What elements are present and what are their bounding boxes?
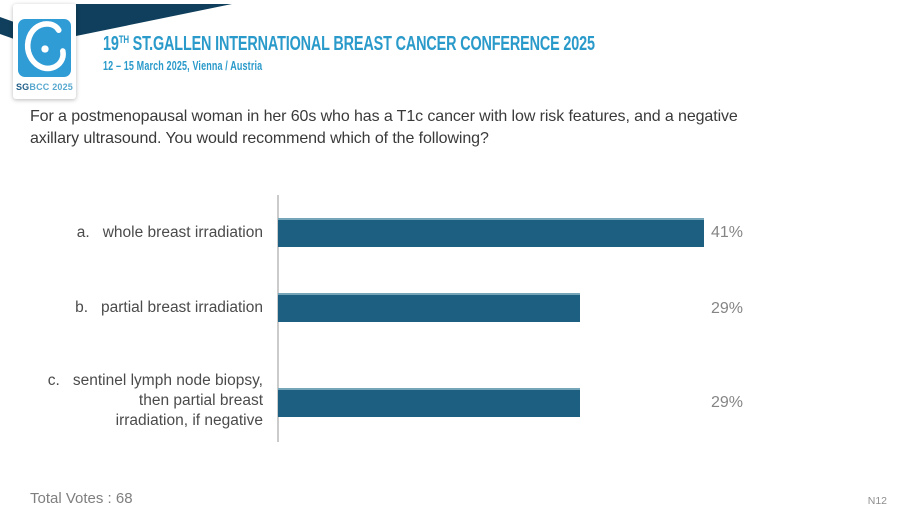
option-label-b: b. partial breast irradiation (75, 298, 263, 318)
slide-number: N12 (867, 495, 887, 507)
value-label-c: 29% (711, 394, 744, 411)
logo-wordmark: SGBCC 2025 (13, 82, 76, 92)
conference-title: 19TH ST.GALLEN INTERNATIONAL BREAST CANCE… (103, 33, 595, 56)
question-line-2: axillary ultrasound. You would recommend… (30, 130, 489, 147)
option-text-line: sentinel lymph node biopsy, (72, 372, 263, 389)
conference-dates: 12 – 15 March 2025, Vienna / Austria (103, 59, 263, 73)
question-line-1: For a postmenopausal woman in her 60s wh… (30, 108, 738, 125)
option-text-line: whole breast irradiation (102, 224, 263, 241)
value-label-a: 41% (711, 224, 744, 241)
title-rest: ST.GALLEN INTERNATIONAL BREAST CANCER CO… (132, 33, 595, 55)
option-text-c: sentinel lymph node biopsy, then partial … (73, 371, 263, 431)
option-text-line: partial breast irradiation (101, 299, 263, 316)
value-label-b: 29% (711, 300, 744, 317)
logo-text-primary: SG (15, 82, 30, 92)
option-text-a: whole breast irradiation (103, 223, 263, 243)
option-prefix-a: a. (76, 224, 90, 241)
header-banner-shapes (0, 4, 232, 39)
header-titles: 19TH ST.GALLEN INTERNATIONAL BREAST CANCE… (103, 33, 786, 73)
logo-mark (18, 19, 71, 77)
conference-logo: SGBCC 2025 (13, 4, 76, 99)
option-text-line: irradiation, if negative (115, 412, 263, 429)
total-votes: Total Votes : 68 (30, 490, 133, 507)
bar-option-c (278, 388, 580, 417)
option-label-a: a. whole breast irradiation (77, 223, 263, 243)
option-text-line: then partial breast (138, 392, 263, 409)
title-superscript: TH (118, 34, 130, 46)
option-label-c: c. sentinel lymph node biopsy, then partia… (48, 371, 263, 431)
bar-option-b (278, 293, 580, 322)
banner-wedge (76, 4, 232, 36)
question-text: For a postmenopausal woman in her 60s wh… (30, 106, 738, 150)
option-prefix-b: b. (75, 299, 89, 316)
drop-icon (24, 21, 66, 72)
banner-left-accent (0, 17, 14, 39)
option-prefix-c: c. (47, 372, 60, 389)
title-number: 19 (103, 33, 119, 55)
option-text-b: partial breast irradiation (101, 298, 263, 318)
logo-text-secondary: BCC 2025 (29, 82, 74, 92)
bar-option-a (278, 218, 704, 247)
